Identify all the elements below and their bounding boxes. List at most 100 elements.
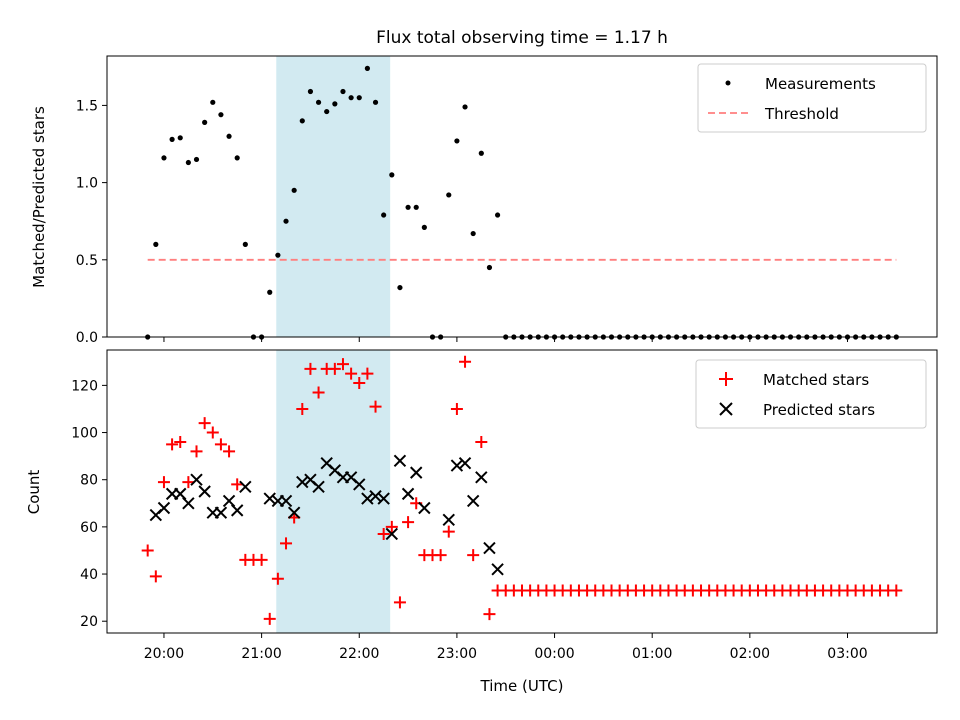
chart-title: Flux total observing time = 1.17 h xyxy=(376,28,668,48)
top-ytick-label: 0.0 xyxy=(76,330,98,346)
measurement-point xyxy=(405,204,411,210)
matched-star-point xyxy=(483,608,496,621)
matched-star-point xyxy=(304,362,317,375)
matched-star-point xyxy=(255,553,268,566)
measurement-point xyxy=(486,264,493,271)
measurement-point xyxy=(299,118,305,124)
top-ylabel: Matched/Predicted stars xyxy=(30,106,48,288)
predicted-star-point xyxy=(353,478,366,491)
bottom-axes-frame xyxy=(106,349,938,634)
measurement-point xyxy=(161,155,167,161)
measurement-point xyxy=(267,289,273,295)
legend-threshold-label: Threshold xyxy=(764,105,839,123)
measurement-point xyxy=(153,241,159,247)
bottom-ytick-label: 40 xyxy=(80,567,98,583)
measurement-point xyxy=(307,88,314,95)
top-yticks: 0.0 0.5 1.0 1.5 xyxy=(76,98,107,346)
predicted-star-point xyxy=(377,492,390,505)
top-highlight-span xyxy=(276,56,391,337)
bottom-ytick-label: 20 xyxy=(80,614,98,630)
predicted-star-point xyxy=(279,494,293,508)
predicted-star-point xyxy=(182,497,195,510)
predicted-star-point xyxy=(401,487,415,501)
measurement-point xyxy=(193,156,200,163)
legend-measurement-marker xyxy=(725,80,731,86)
top-axes-frame xyxy=(106,55,938,338)
bottom-xtick-label: 23:00 xyxy=(437,646,477,662)
predicted-star-point xyxy=(157,501,171,515)
predicted-star-point xyxy=(410,466,423,479)
measurement-point xyxy=(324,108,330,115)
matched-star-point xyxy=(385,520,398,533)
predicted-star-point xyxy=(475,471,488,484)
bottom-xlabel: Time (UTC) xyxy=(480,677,564,695)
measurement-point xyxy=(177,135,183,141)
predicted-star-point xyxy=(312,480,325,493)
measurement-point xyxy=(413,204,419,210)
matched-star-point xyxy=(182,476,195,489)
predicted-star-point xyxy=(214,506,228,519)
measurement-point xyxy=(169,136,175,142)
matched-star-point xyxy=(450,402,463,415)
measurement-point xyxy=(470,230,476,237)
bottom-yticks: 20 40 60 80 100 120 xyxy=(71,378,107,630)
matched-star-point xyxy=(345,367,358,380)
matched-star-point xyxy=(402,516,415,529)
top-legend: Measurements Threshold xyxy=(697,63,927,133)
legend-matched-label: Matched stars xyxy=(763,371,869,389)
matched-star-point xyxy=(157,476,170,489)
top-ytick-label: 1.5 xyxy=(76,98,98,114)
measurement-point xyxy=(364,65,370,71)
matched-star-point xyxy=(353,377,366,390)
top-xticks xyxy=(163,337,848,342)
matched-star-point xyxy=(475,435,488,448)
measurement-point xyxy=(372,99,379,105)
bottom-ytick-label: 100 xyxy=(71,426,98,442)
bottom-xtick-label: 00:00 xyxy=(534,646,574,662)
bottom-xtick-label: 03:00 xyxy=(827,646,867,662)
matched-star-point xyxy=(166,438,179,451)
measurement-point xyxy=(421,224,427,230)
bottom-ylabel: Count xyxy=(25,470,43,515)
predicted-star-point xyxy=(385,527,399,541)
predicted-star-point xyxy=(230,504,244,517)
matched-star-point xyxy=(223,445,236,458)
measurement-point xyxy=(202,119,208,125)
predicted-star-point xyxy=(483,541,496,555)
predicted-star-point xyxy=(239,480,252,493)
predicted-star-point xyxy=(442,513,455,527)
measurement-point xyxy=(234,155,240,161)
predicted-star-point xyxy=(393,454,407,468)
measurement-point xyxy=(242,241,248,247)
legend-predicted-marker xyxy=(719,402,733,416)
predicted-star-point xyxy=(491,563,504,576)
matched-star-point xyxy=(361,367,374,380)
bottom-ytick-label: 80 xyxy=(80,473,98,489)
predicted-star-point xyxy=(450,459,464,472)
matched-star-point xyxy=(434,549,447,562)
predicted-star-point xyxy=(458,456,472,470)
matched-star-point xyxy=(271,572,284,585)
legend-matched-marker xyxy=(719,372,733,386)
matched-star-point xyxy=(149,570,162,583)
predicted-star-point xyxy=(466,494,480,508)
measurement-point xyxy=(340,88,346,95)
measurement-point xyxy=(332,101,338,107)
bottom-xtick-label: 22:00 xyxy=(339,646,379,662)
top-ytick-label: 1.0 xyxy=(76,176,98,192)
bottom-ytick-label: 120 xyxy=(71,378,98,394)
matched-star-point xyxy=(198,417,211,430)
predicted-star-point xyxy=(296,475,309,489)
predicted-star-point xyxy=(361,492,374,505)
measurement-point xyxy=(210,99,216,105)
predicted-star-point xyxy=(369,490,382,503)
matched-star-point xyxy=(206,426,219,439)
bottom-xtick-label: 02:00 xyxy=(730,646,770,662)
matched-star-point xyxy=(141,544,154,557)
legend-measurements-label: Measurements xyxy=(765,75,876,93)
bottom-xtick-label: 21:00 xyxy=(241,646,281,662)
top-panel: 0.0 0.5 1.0 1.5 Matched/Predicted stars Mea… xyxy=(30,55,938,346)
measurement-point xyxy=(275,252,281,258)
bottom-ytick-label: 60 xyxy=(80,520,98,536)
